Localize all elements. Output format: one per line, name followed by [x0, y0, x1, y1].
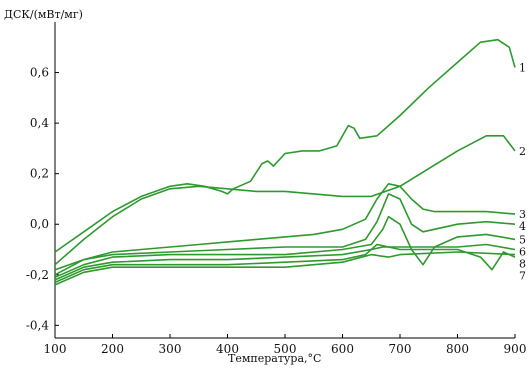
x-tick-label: 200	[101, 342, 124, 356]
x-tick-label: 700	[389, 342, 412, 356]
series-line-5	[54, 215, 516, 279]
series-lines	[54, 38, 516, 286]
y-tick-label: 0,4	[30, 116, 49, 130]
series-label-3: 3	[519, 208, 526, 221]
axes: 100 200 300 400 500 600 700 800 900 0,6 0,4 0,2 0,0 -…	[26, 22, 527, 356]
series-label-8: 8	[519, 257, 526, 270]
series-line-8	[54, 251, 516, 286]
series-line-3	[54, 183, 516, 271]
series-label-7: 7	[519, 269, 526, 282]
series-label-5: 5	[519, 233, 526, 246]
y-tick-label: -0,4	[26, 318, 50, 332]
series-line-7	[54, 243, 516, 284]
series-line-2	[54, 135, 516, 266]
x-tick-label: 400	[216, 342, 239, 356]
series-label-2: 2	[519, 145, 526, 158]
x-tick-label: 900	[504, 342, 527, 356]
y-tick-label: 0,6	[30, 66, 49, 80]
y-tick-label: 0,2	[30, 167, 49, 181]
series-label-6: 6	[519, 245, 526, 258]
x-axis-label: Температура,°C	[228, 352, 322, 365]
y-tick-label: 0,0	[30, 217, 49, 231]
series-line-6	[54, 243, 516, 281]
x-tick-label: 600	[331, 342, 354, 356]
y-tick-label: -0,2	[26, 268, 49, 282]
x-tick-label: 100	[44, 342, 67, 356]
x-tick-label: 500	[274, 342, 297, 356]
series-label-4: 4	[519, 220, 526, 233]
series-line-1	[54, 38, 516, 253]
series-label-1: 1	[519, 62, 526, 75]
series-line-4	[54, 193, 516, 276]
x-tick-label: 800	[446, 342, 469, 356]
y-axis-label: ДСК/(мВт/мг)	[4, 8, 83, 21]
x-tick-label: 300	[159, 342, 182, 356]
